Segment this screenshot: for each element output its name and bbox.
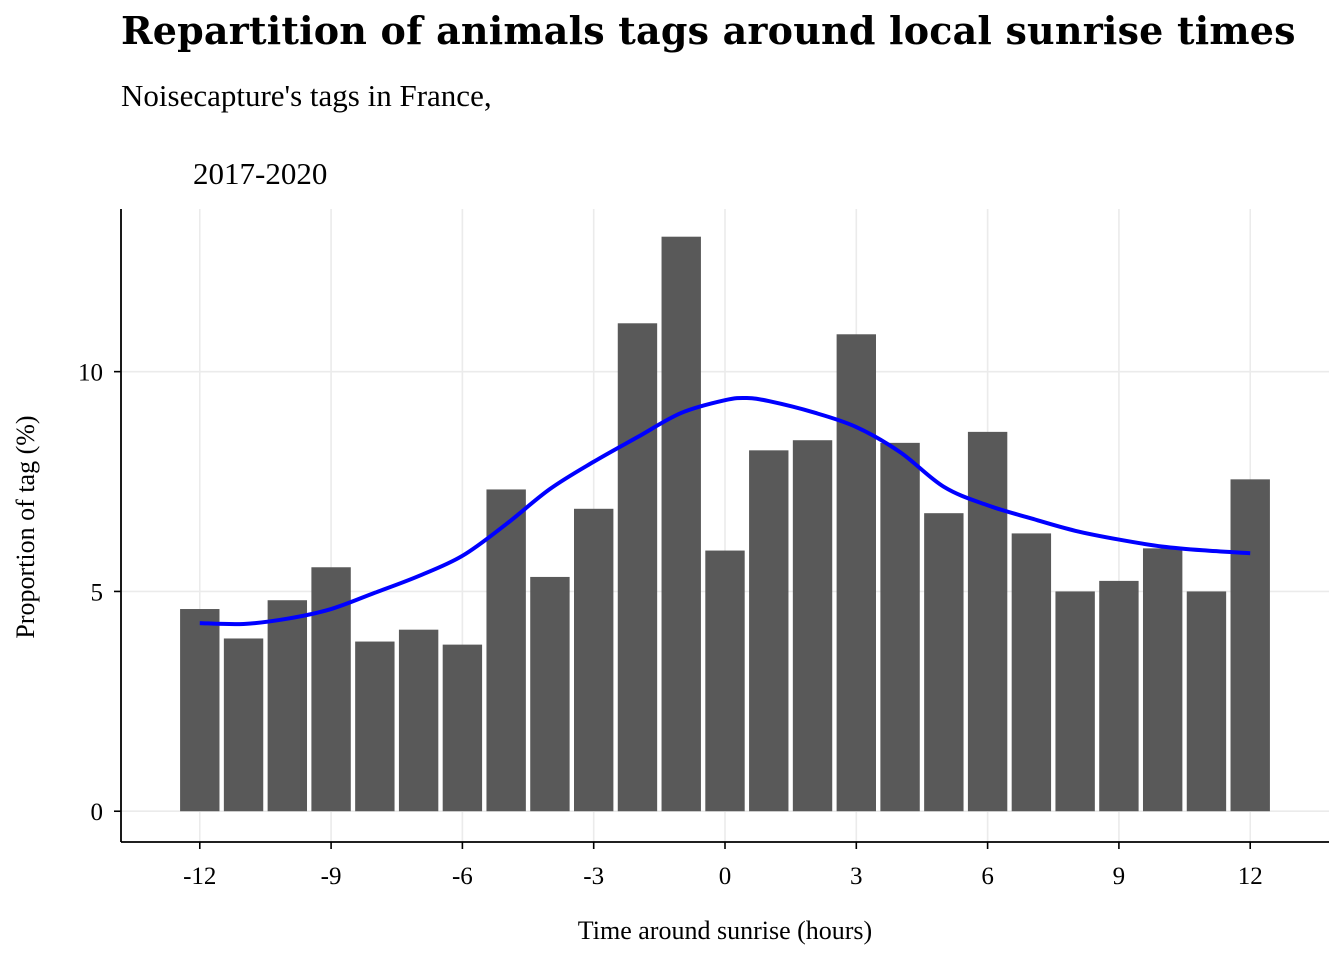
x-tick-label: -6 — [452, 863, 473, 890]
x-tick-label: -12 — [183, 863, 216, 890]
y-tick-label: 10 — [78, 360, 103, 387]
chart-subtitle-line2: 2017-2020 — [193, 156, 328, 191]
x-tick-label: -3 — [583, 863, 604, 890]
bar — [661, 236, 701, 812]
x-tick-label: 9 — [1113, 863, 1126, 890]
bar — [355, 641, 395, 812]
y-tick-label: 5 — [91, 579, 104, 606]
bar — [924, 513, 964, 812]
bar — [530, 576, 570, 812]
smooth-trend-line — [199, 395, 1251, 627]
y-axis-title: Proportion of tag (%) — [11, 415, 40, 638]
x-axis-ticks: -12 -9 -6 -3 0 3 6 9 12 — [183, 842, 1263, 890]
y-axis-ticks: 0 5 10 — [78, 360, 121, 826]
bar — [180, 609, 220, 812]
bar — [617, 323, 658, 812]
bar — [267, 600, 308, 812]
bar — [705, 550, 745, 812]
bar — [967, 431, 1008, 812]
bar — [1186, 591, 1227, 812]
x-axis-title: Time around sunrise (hours) — [578, 916, 872, 945]
bar — [1099, 580, 1139, 812]
bars — [180, 236, 1270, 812]
bar — [442, 644, 483, 812]
bar — [836, 334, 876, 812]
bar — [749, 450, 789, 812]
bar — [574, 508, 614, 812]
y-tick-label: 0 — [91, 799, 104, 826]
x-tick-label: 0 — [719, 863, 732, 890]
bar — [1142, 548, 1183, 812]
bar — [398, 629, 439, 812]
x-tick-label: 3 — [850, 863, 863, 890]
bar — [880, 442, 920, 812]
bar — [1230, 479, 1270, 812]
bar — [486, 489, 526, 812]
bar — [1055, 591, 1095, 812]
x-tick-label: -9 — [321, 863, 342, 890]
x-tick-label: 12 — [1238, 863, 1263, 890]
bar — [223, 638, 264, 812]
bar — [792, 440, 833, 812]
bar — [1011, 533, 1052, 812]
x-tick-label: 6 — [981, 863, 994, 890]
chart-subtitle-line1: Noisecapture's tags in France, — [121, 78, 492, 113]
chart-title: Repartition of animals tags around local… — [121, 8, 1296, 53]
